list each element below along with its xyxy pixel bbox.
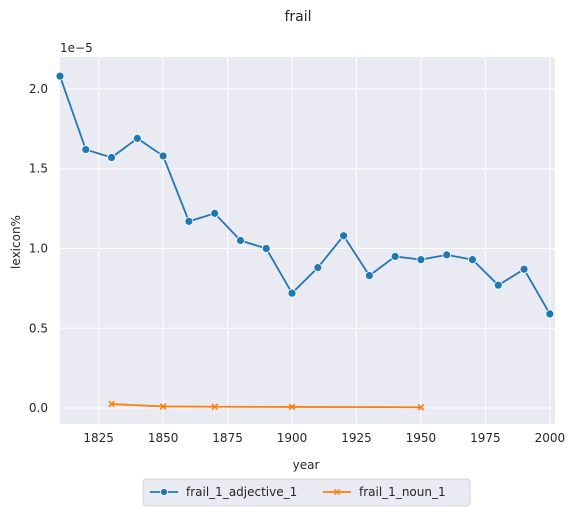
data-point [132, 133, 142, 143]
legend-box [142, 478, 471, 507]
data-point [81, 145, 91, 154]
data-point [390, 252, 400, 261]
data-point [261, 244, 271, 253]
legend-marker [160, 488, 168, 496]
legend-label: frail_1_noun_1 [359, 485, 446, 499]
legend-item: frail_1_adjective_1 [150, 485, 297, 499]
y-tick-label: 1.0 [29, 241, 48, 255]
x-tick-label: 1850 [148, 431, 179, 445]
data-point [107, 153, 116, 162]
legend-label: frail_1_adjective_1 [186, 485, 297, 499]
data-point [519, 264, 529, 274]
plot-area [60, 57, 555, 424]
x-tick-label: 2000 [535, 431, 566, 445]
y-scale-offset: 1e−5 [60, 41, 93, 55]
data-point [159, 403, 167, 410]
data-point [493, 280, 503, 290]
legend: frail_1_adjective_1 frail_1_noun_1 [142, 478, 471, 507]
y-tick-label: 0.5 [29, 321, 48, 335]
x-tick-label: 1975 [470, 431, 501, 445]
x-tick-label: 1875 [212, 431, 243, 445]
data-point [210, 208, 220, 218]
data-point [55, 71, 65, 81]
data-point [468, 255, 477, 265]
data-point [108, 400, 115, 408]
tick-labels: 1825 1850 1875 1900 1925 1950 1975 2000 0.0 0.5 1.… [29, 82, 565, 445]
x-tick-label: 1925 [341, 431, 372, 445]
y-tick-label: 1.5 [29, 162, 48, 176]
x-tick-label: 1825 [83, 431, 114, 445]
chart-title: frail [284, 9, 311, 25]
series-frail_1_adjective_1 [55, 71, 555, 319]
data-point [417, 403, 425, 411]
x-tick-label: 1950 [406, 431, 437, 445]
data-point [158, 151, 168, 161]
grid-lines [60, 57, 555, 424]
series-frail_1_noun_1 [108, 400, 425, 411]
y-tick-label: 2.0 [29, 82, 48, 96]
x-axis-label: year [293, 458, 320, 472]
data-point [339, 231, 348, 241]
y-axis-label: lexicon% [9, 215, 23, 269]
data-point [364, 271, 374, 281]
y-tick-label: 0.0 [29, 401, 48, 415]
legend-marker [333, 488, 341, 496]
x-tick-label: 1900 [277, 431, 308, 445]
data-point [287, 288, 297, 298]
data-point [211, 403, 219, 411]
series-layer [55, 71, 555, 411]
data-point [416, 255, 426, 265]
legend-item: frail_1_noun_1 [323, 485, 446, 499]
data-point [313, 263, 323, 273]
data-point [288, 403, 296, 411]
data-point [545, 309, 555, 319]
data-point [236, 236, 245, 245]
data-point [442, 250, 452, 260]
data-point [184, 216, 194, 226]
